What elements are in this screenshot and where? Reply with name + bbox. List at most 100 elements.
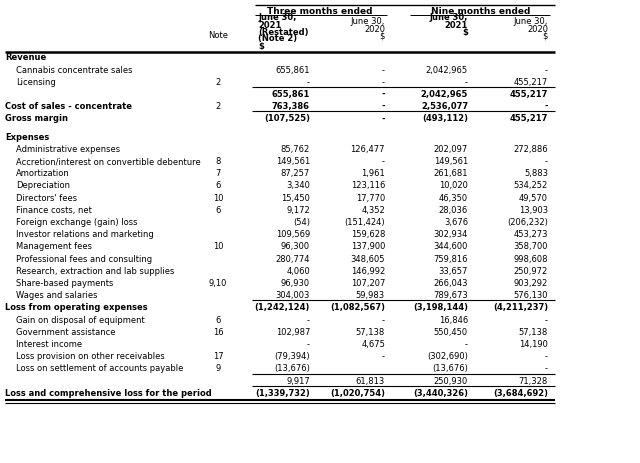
Text: (302,690): (302,690) xyxy=(427,352,468,361)
Text: -: - xyxy=(545,316,548,325)
Text: 8: 8 xyxy=(215,157,221,166)
Text: -: - xyxy=(545,352,548,361)
Text: Loss from operating expenses: Loss from operating expenses xyxy=(5,304,148,313)
Text: 4,352: 4,352 xyxy=(361,206,385,215)
Text: Loss on settlement of accounts payable: Loss on settlement of accounts payable xyxy=(16,364,184,374)
Text: Licensing: Licensing xyxy=(16,78,56,87)
Text: (4,211,237): (4,211,237) xyxy=(493,304,548,313)
Text: 455,217: 455,217 xyxy=(509,114,548,124)
Text: 358,700: 358,700 xyxy=(513,243,548,251)
Text: 2: 2 xyxy=(216,78,221,87)
Text: Gain on disposal of equipment: Gain on disposal of equipment xyxy=(16,316,145,325)
Text: 126,477: 126,477 xyxy=(351,145,385,154)
Text: 85,762: 85,762 xyxy=(281,145,310,154)
Text: -: - xyxy=(545,102,548,111)
Text: 759,816: 759,816 xyxy=(433,255,468,264)
Text: -: - xyxy=(307,78,310,87)
Text: 3,676: 3,676 xyxy=(444,218,468,227)
Text: 4,675: 4,675 xyxy=(361,340,385,349)
Text: 202,097: 202,097 xyxy=(434,145,468,154)
Text: Loss provision on other receivables: Loss provision on other receivables xyxy=(16,352,164,361)
Text: 2,042,965: 2,042,965 xyxy=(426,66,468,75)
Text: (3,440,326): (3,440,326) xyxy=(413,389,468,398)
Text: 2,042,965: 2,042,965 xyxy=(420,90,468,99)
Text: 2,536,077: 2,536,077 xyxy=(421,102,468,111)
Text: (13,676): (13,676) xyxy=(432,364,468,374)
Text: -: - xyxy=(307,316,310,325)
Text: Accretion/interest on convertible debenture: Accretion/interest on convertible debent… xyxy=(16,157,201,166)
Text: 998,608: 998,608 xyxy=(513,255,548,264)
Text: Management fees: Management fees xyxy=(16,243,92,251)
Text: 149,561: 149,561 xyxy=(276,157,310,166)
Text: 107,207: 107,207 xyxy=(351,279,385,288)
Text: 344,600: 344,600 xyxy=(434,243,468,251)
Text: (Restated): (Restated) xyxy=(258,27,308,37)
Text: 302,934: 302,934 xyxy=(434,230,468,239)
Text: (493,112): (493,112) xyxy=(422,114,468,124)
Text: -: - xyxy=(465,78,468,87)
Text: 16,846: 16,846 xyxy=(439,316,468,325)
Text: 261,681: 261,681 xyxy=(433,169,468,178)
Text: 1,961: 1,961 xyxy=(361,169,385,178)
Text: (3,684,692): (3,684,692) xyxy=(493,389,548,398)
Text: 71,328: 71,328 xyxy=(519,377,548,386)
Text: 272,886: 272,886 xyxy=(513,145,548,154)
Text: 123,116: 123,116 xyxy=(351,181,385,190)
Text: Three months ended: Three months ended xyxy=(268,6,372,15)
Text: Expenses: Expenses xyxy=(5,133,49,142)
Text: 6: 6 xyxy=(215,316,221,325)
Text: -: - xyxy=(307,340,310,349)
Text: 146,992: 146,992 xyxy=(351,267,385,276)
Text: 149,561: 149,561 xyxy=(434,157,468,166)
Text: (151,424): (151,424) xyxy=(344,218,385,227)
Text: 46,350: 46,350 xyxy=(439,194,468,203)
Text: Cost of sales - concentrate: Cost of sales - concentrate xyxy=(5,102,132,111)
Text: 534,252: 534,252 xyxy=(514,181,548,190)
Text: (107,525): (107,525) xyxy=(264,114,310,124)
Text: Depreciation: Depreciation xyxy=(16,181,70,190)
Text: (1,020,754): (1,020,754) xyxy=(330,389,385,398)
Text: 14,190: 14,190 xyxy=(519,340,548,349)
Text: 9,917: 9,917 xyxy=(286,377,310,386)
Text: $: $ xyxy=(543,31,548,40)
Text: -: - xyxy=(381,102,385,111)
Text: 59,983: 59,983 xyxy=(356,291,385,300)
Text: -: - xyxy=(382,157,385,166)
Text: 61,813: 61,813 xyxy=(356,377,385,386)
Text: 49,570: 49,570 xyxy=(519,194,548,203)
Text: (3,198,144): (3,198,144) xyxy=(413,304,468,313)
Text: Government assistance: Government assistance xyxy=(16,328,115,337)
Text: -: - xyxy=(382,66,385,75)
Text: 2020: 2020 xyxy=(527,25,548,33)
Text: 16: 16 xyxy=(212,328,223,337)
Text: 655,861: 655,861 xyxy=(275,66,310,75)
Text: (1,082,567): (1,082,567) xyxy=(330,304,385,313)
Text: Wages and salaries: Wages and salaries xyxy=(16,291,97,300)
Text: 455,217: 455,217 xyxy=(514,78,548,87)
Text: June 30,: June 30, xyxy=(351,18,385,26)
Text: June 30,: June 30, xyxy=(514,18,548,26)
Text: 15,450: 15,450 xyxy=(281,194,310,203)
Text: June 30,: June 30, xyxy=(258,13,296,23)
Text: 137,900: 137,900 xyxy=(351,243,385,251)
Text: 9,172: 9,172 xyxy=(286,206,310,215)
Text: 3,340: 3,340 xyxy=(286,181,310,190)
Text: -: - xyxy=(545,66,548,75)
Text: $: $ xyxy=(258,42,264,50)
Text: $: $ xyxy=(462,27,468,37)
Text: 280,774: 280,774 xyxy=(275,255,310,264)
Text: 7: 7 xyxy=(215,169,221,178)
Text: $: $ xyxy=(380,31,385,40)
Text: Directors' fees: Directors' fees xyxy=(16,194,77,203)
Text: 10,020: 10,020 xyxy=(439,181,468,190)
Text: 348,605: 348,605 xyxy=(351,255,385,264)
Text: 10: 10 xyxy=(212,194,223,203)
Text: 789,673: 789,673 xyxy=(433,291,468,300)
Text: 57,138: 57,138 xyxy=(356,328,385,337)
Text: -: - xyxy=(381,90,385,99)
Text: 57,138: 57,138 xyxy=(519,328,548,337)
Text: -: - xyxy=(465,340,468,349)
Text: (206,232): (206,232) xyxy=(507,218,548,227)
Text: 6: 6 xyxy=(215,206,221,215)
Text: 250,930: 250,930 xyxy=(434,377,468,386)
